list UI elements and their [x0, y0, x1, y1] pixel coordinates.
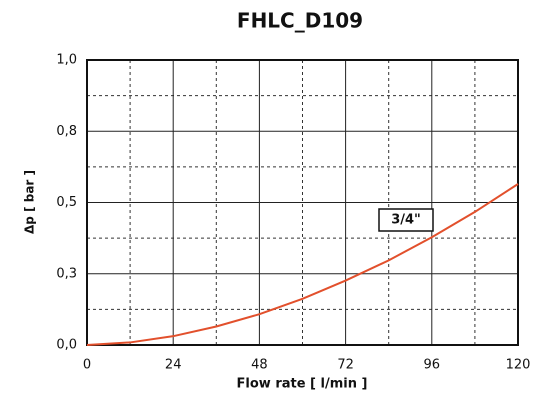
y-axis-label: Δp [ bar ]	[23, 170, 37, 234]
line-series	[86, 183, 519, 346]
y-tick-label: 0,5	[56, 195, 77, 210]
x-tick-label: 24	[165, 358, 182, 373]
x-tick-label: 0	[83, 358, 91, 373]
chart-title: FHLC_D109	[237, 9, 363, 33]
y-tick-label: 1,0	[56, 53, 77, 68]
x-axis-label: Flow rate [ l/min ]	[237, 377, 368, 392]
x-tick-label: 72	[337, 358, 354, 373]
series-label: 3/4"	[391, 213, 421, 228]
plot-frame	[86, 59, 519, 346]
x-tick-label: 120	[506, 358, 531, 373]
x-tick-label: 48	[251, 358, 268, 373]
y-tick-label: 0,0	[56, 338, 77, 353]
y-tick-label: 0,8	[56, 124, 77, 139]
series-label-box	[378, 208, 434, 232]
x-tick-label: 96	[424, 358, 441, 373]
y-tick-label: 0,3	[56, 266, 77, 281]
